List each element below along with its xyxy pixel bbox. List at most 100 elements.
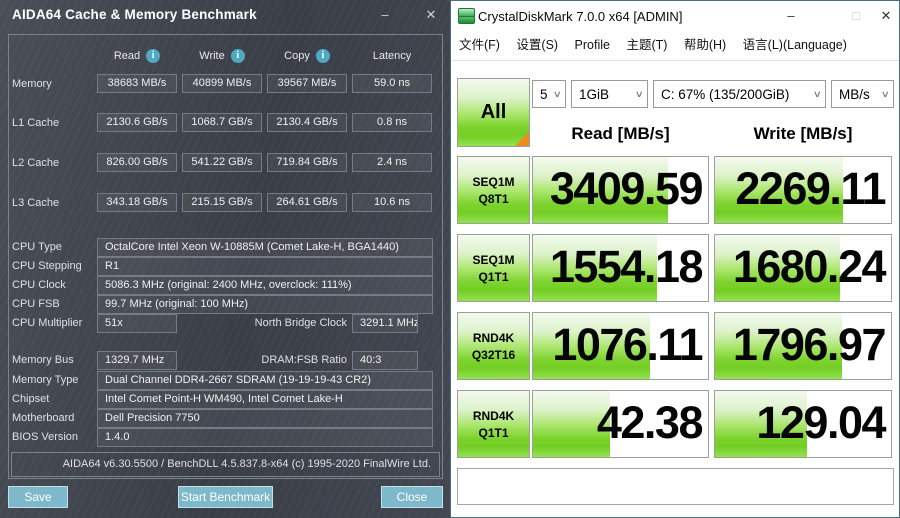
chevron-down-icon: ∨ (635, 88, 645, 99)
test-count-value: 5 (540, 86, 548, 102)
menu-profile[interactable]: Profile (574, 38, 610, 52)
info-icon[interactable]: i (146, 49, 161, 63)
info-icon[interactable]: i (315, 49, 330, 63)
row-label: CPU Type (12, 241, 62, 253)
l3-write-value: 215.15 GB/s (182, 193, 262, 212)
north-bridge-clock-label: North Bridge Clock (254, 317, 347, 329)
menu-help[interactable]: 帮助(H) (683, 38, 727, 52)
test-count-select[interactable]: 5 ∨ (532, 80, 566, 108)
table-row-l2: L2 Cache 826.00 GB/s 541.22 GB/s 719.84 … (0, 153, 450, 172)
run-all-button[interactable]: All (457, 78, 530, 147)
unit-value: MB/s (839, 86, 870, 102)
rnd4k-q32t16-read-value: 1076.11 (552, 318, 703, 370)
cpu-stepping-value: R1 (97, 257, 433, 276)
table-row-l1: L1 Cache 2130.6 GB/s 1068.7 GB/s 2130.4 … (0, 113, 450, 132)
info-row-memory-bus: Memory Bus 1329.7 MHz DRAM:FSB Ratio 40:… (0, 351, 450, 370)
titlebar: CrystalDiskMark 7.0.0 x64 [ADMIN] – □ ✕ (451, 1, 899, 31)
start-benchmark-button[interactable]: Start Benchmark (178, 486, 273, 508)
table-row-memory: Memory 38683 MB/s 40899 MB/s 39567 MB/s … (0, 74, 450, 93)
test-button-rnd4k-q32t16[interactable]: RND4K Q32T16 (457, 312, 530, 380)
copy-header-label: Copy (284, 50, 310, 62)
all-button-label: All (480, 101, 507, 123)
seq1m-q8t1-read-value: 3409.59 (549, 162, 704, 214)
target-drive-select[interactable]: C: 67% (135/200GiB) ∨ (653, 80, 826, 108)
info-row-cpu-fsb: CPU FSB 99.7 MHz (original: 100 MHz) (0, 295, 450, 314)
result-bar (533, 391, 610, 457)
dram-fsb-ratio-label: DRAM:FSB Ratio (261, 354, 347, 366)
orange-corner-marker (515, 132, 529, 146)
result-bar (715, 157, 844, 223)
chevron-down-icon: ∨ (881, 88, 891, 99)
disk-icon-bottom (458, 16, 475, 24)
comment-input[interactable] (457, 468, 894, 505)
test-queue-thread: Q32T16 (471, 347, 516, 362)
save-button[interactable]: Save (8, 486, 68, 508)
chevron-down-icon: ∨ (553, 88, 563, 99)
memory-copy-value: 39567 MB/s (267, 74, 347, 93)
minimize-button[interactable]: – (381, 7, 389, 22)
row-label: CPU Clock (12, 279, 66, 291)
seq1m-q1t1-read-cell: 1554.18 (532, 234, 709, 302)
menu-theme[interactable]: 主题(T) (626, 38, 668, 52)
info-row-memory-type: Memory Type Dual Channel DDR4-2667 SDRAM… (0, 371, 450, 390)
cpu-multiplier-value: 51x (97, 314, 177, 333)
cpu-clock-value: 5086.3 MHz (original: 2400 MHz, overcloc… (97, 276, 433, 295)
row-label: Motherboard (12, 412, 75, 424)
memory-latency-value: 59.0 ns (352, 74, 432, 93)
l2-latency-value: 2.4 ns (352, 153, 432, 172)
version-footer: AIDA64 v6.30.5500 / BenchDLL 4.5.837.8-x… (11, 452, 440, 477)
l3-copy-value: 264.61 GB/s (267, 193, 347, 212)
menu-settings[interactable]: 设置(S) (516, 38, 559, 52)
test-button-seq1m-q8t1[interactable]: SEQ1M Q8T1 (457, 156, 530, 224)
rnd4k-q32t16-write-value: 1796.97 (732, 318, 887, 370)
result-bar (715, 235, 840, 301)
l1-write-value: 1068.7 GB/s (182, 113, 262, 132)
row-label: CPU FSB (12, 298, 60, 310)
app-disk-icon (458, 8, 475, 24)
test-button-seq1m-q1t1[interactable]: SEQ1M Q1T1 (457, 234, 530, 302)
info-icon[interactable]: i (230, 49, 245, 63)
rnd4k-q32t16-write-cell: 1796.97 (714, 312, 892, 380)
rnd4k-q1t1-read-cell: 42.38 (532, 390, 709, 458)
write-column-header: Write i (182, 48, 262, 64)
l2-copy-value: 719.84 GB/s (267, 153, 347, 172)
read-column-header: Read i (97, 48, 177, 64)
read-header-label: Read (113, 50, 141, 62)
row-label: L2 Cache (12, 156, 60, 169)
close-icon[interactable]: ✕ (880, 8, 892, 23)
test-name: SEQ1M (472, 174, 515, 189)
result-bar (715, 391, 807, 457)
rnd4k-q1t1-read-value: 42.38 (596, 396, 704, 448)
menu-file[interactable]: 文件(F) (459, 38, 500, 52)
seq1m-q8t1-write-cell: 2269.11 (714, 156, 892, 224)
seq1m-q8t1-read-cell: 3409.59 (532, 156, 709, 224)
unit-select[interactable]: MB/s ∨ (831, 80, 894, 108)
latency-header-label: Latency (372, 50, 412, 62)
memory-read-value: 38683 MB/s (97, 74, 177, 93)
seq1m-q8t1-write-value: 2269.11 (735, 162, 886, 214)
aida64-window: AIDA64 Cache & Memory Benchmark – ✕ Read… (0, 0, 450, 518)
memory-write-value: 40899 MB/s (182, 74, 262, 93)
minimize-button[interactable]: – (787, 8, 795, 23)
rnd4k-q1t1-write-cell: 129.04 (714, 390, 892, 458)
cpu-fsb-value: 99.7 MHz (original: 100 MHz) (97, 295, 433, 314)
close-button[interactable]: Close (381, 486, 443, 508)
row-label: Chipset (12, 393, 50, 405)
chevron-down-icon: ∨ (813, 88, 823, 99)
bench-header-row: Read i Write i Copy i Latency (0, 48, 450, 64)
close-icon[interactable]: ✕ (425, 7, 437, 22)
row-label: Memory (12, 77, 52, 90)
maximize-button: □ (852, 8, 860, 23)
test-button-rnd4k-q1t1[interactable]: RND4K Q1T1 (457, 390, 530, 458)
test-size-select[interactable]: 1GiB ∨ (571, 80, 648, 108)
memory-bus-value: 1329.7 MHz (97, 351, 177, 370)
latency-column-header: Latency (352, 48, 432, 64)
test-name: RND4K (472, 408, 515, 423)
menu-language[interactable]: 语言(L)(Language) (742, 38, 847, 52)
info-row-cpu-clock: CPU Clock 5086.3 MHz (original: 2400 MHz… (0, 276, 450, 295)
seq1m-q1t1-write-cell: 1680.24 (714, 234, 892, 302)
test-queue-thread: Q1T1 (478, 425, 509, 440)
result-bar (715, 313, 842, 379)
result-bar (533, 157, 668, 223)
